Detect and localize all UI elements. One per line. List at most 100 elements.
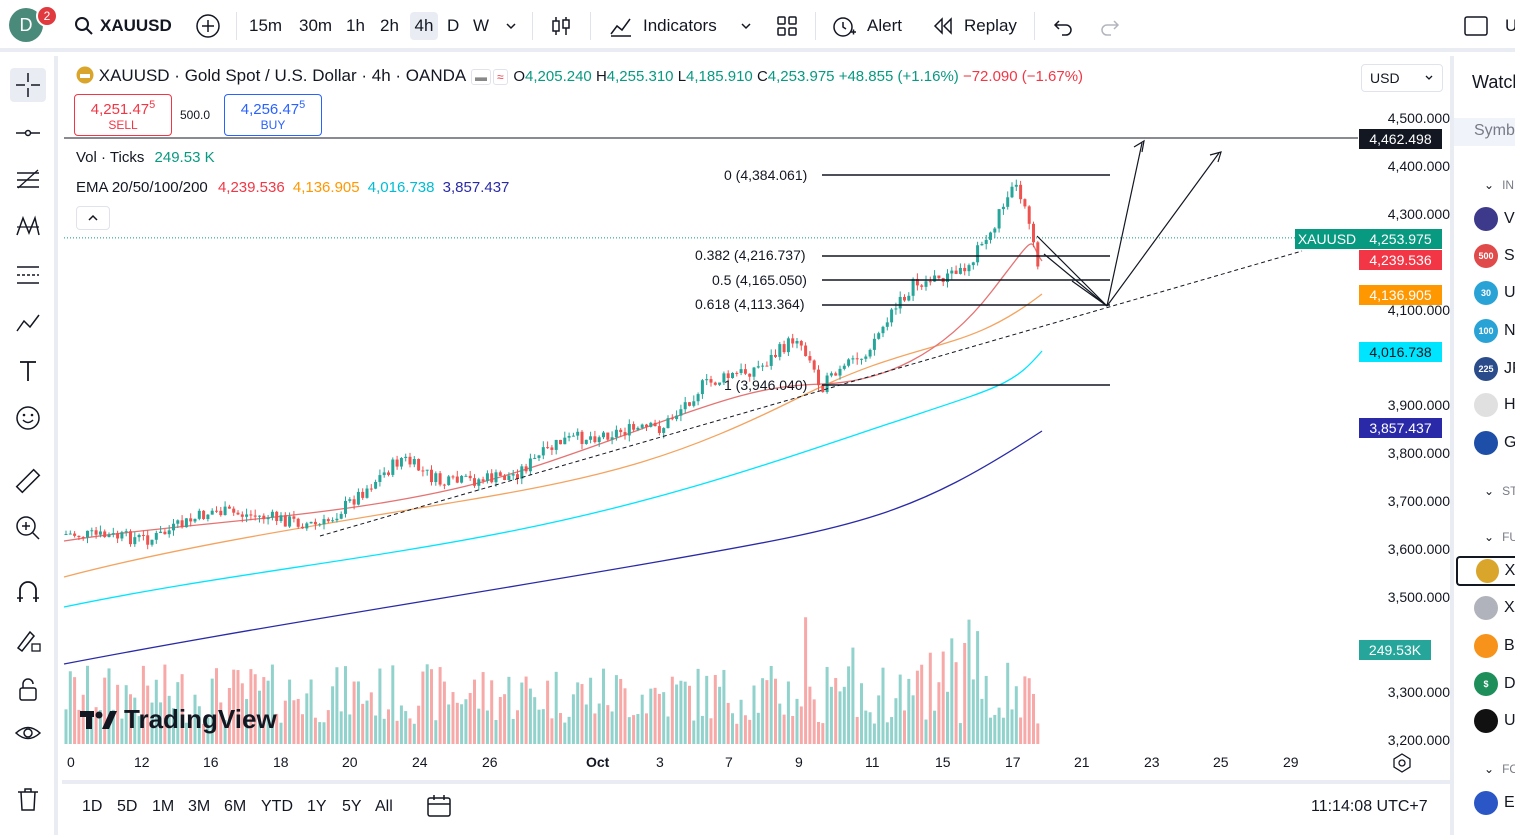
- timeframe-30m[interactable]: 30m: [299, 12, 332, 40]
- indicators-dropdown[interactable]: [739, 12, 753, 40]
- range-5y[interactable]: 5Y: [342, 798, 362, 815]
- measure-tool[interactable]: [10, 464, 46, 498]
- watchlist-item[interactable]: 500 SP: [1474, 241, 1515, 271]
- redo-button[interactable]: [1099, 12, 1121, 40]
- pattern-tool[interactable]: [10, 210, 46, 244]
- alert-button[interactable]: Alert: [831, 12, 902, 40]
- chart-pane[interactable]: XAUUSD · Gold Spot / U.S. Dollar · 4h · …: [62, 56, 1450, 776]
- watchlist-item[interactable]: VI: [1474, 204, 1515, 234]
- volume-legend[interactable]: Vol · Ticks 249.53 K: [76, 149, 215, 166]
- symbol-column-header[interactable]: Symbo: [1474, 122, 1515, 139]
- volume-bar: [94, 707, 98, 744]
- candle-body: [752, 367, 756, 377]
- visibility-toggle[interactable]: ▬: [471, 69, 492, 85]
- watchlist-item[interactable]: BT: [1474, 631, 1515, 661]
- delete-drawings-tool[interactable]: [10, 782, 46, 816]
- watchlist-item[interactable]: US: [1474, 706, 1515, 736]
- symbol-search-button[interactable]: XAUUSD: [74, 12, 172, 40]
- last-price-tag: 4,253.975: [1359, 229, 1442, 249]
- clock[interactable]: 11:14:08 UTC+7: [1311, 798, 1428, 815]
- candle-body: [399, 457, 403, 467]
- fullscreen-button[interactable]: [1463, 12, 1489, 40]
- watchlist-title[interactable]: Watcl: [1472, 72, 1515, 92]
- watchlist-item[interactable]: 225 JP: [1474, 354, 1515, 384]
- range-1y[interactable]: 1Y: [307, 798, 327, 815]
- range-all[interactable]: All: [375, 798, 393, 815]
- range-ytd[interactable]: YTD: [261, 798, 293, 815]
- layouts-button[interactable]: [775, 12, 799, 40]
- chart-type-button[interactable]: [549, 12, 573, 40]
- buy-button[interactable]: 4,256.475 BUY: [224, 94, 322, 136]
- collapse-legend-button[interactable]: [76, 206, 110, 230]
- indicators-button[interactable]: Indicators: [609, 12, 717, 40]
- range-1d[interactable]: 1D: [82, 798, 103, 815]
- watchlist-item[interactable]: $ DX: [1474, 669, 1515, 699]
- volume-bar: [1019, 717, 1023, 744]
- symbol-title[interactable]: XAUUSD · Gold Spot / U.S. Dollar · 4h · …: [98, 66, 466, 85]
- volume-bar: [946, 691, 949, 744]
- volume-bar: [176, 682, 180, 744]
- watchlist-item[interactable]: EU: [1474, 788, 1515, 818]
- magnet-tool[interactable]: [10, 575, 46, 609]
- volume-bar: [920, 664, 924, 744]
- zoom-tool[interactable]: [10, 511, 46, 545]
- emoji-tool[interactable]: [10, 401, 46, 435]
- ema-legend[interactable]: EMA 20/50/100/200 4,239.536 4,136.905 4,…: [76, 179, 509, 196]
- volume-bar: [864, 710, 868, 744]
- volume-bar: [752, 685, 756, 744]
- volume-bar: [309, 679, 313, 744]
- symbol-logo-icon: [1474, 393, 1498, 417]
- volume-bar: [584, 704, 588, 744]
- timeframe-w[interactable]: W: [473, 12, 489, 40]
- user-menu-cut[interactable]: U: [1505, 16, 1515, 35]
- timeframe-dropdown[interactable]: [504, 12, 518, 40]
- range-3m[interactable]: 3M: [188, 798, 211, 815]
- range-1m[interactable]: 1M: [152, 798, 175, 815]
- timeframe-1h[interactable]: 1h: [346, 12, 365, 40]
- axis-settings-button[interactable]: [1392, 753, 1412, 778]
- add-symbol-button[interactable]: [195, 12, 221, 40]
- compare-toggle[interactable]: ≈: [493, 69, 508, 85]
- sell-button[interactable]: 4,251.475 SELL: [74, 94, 172, 136]
- volume-bar: [829, 686, 833, 744]
- volume-bar: [1023, 676, 1027, 744]
- fib-tool[interactable]: [10, 162, 46, 196]
- forecast-tool[interactable]: [10, 258, 46, 292]
- timeframe-d[interactable]: D: [447, 12, 459, 40]
- crosshair-tool[interactable]: [10, 68, 46, 102]
- magnet-icon: [17, 581, 39, 602]
- timeframe-2h[interactable]: 2h: [380, 12, 399, 40]
- candle-body: [64, 533, 68, 535]
- brush-tool[interactable]: [10, 306, 46, 340]
- volume-bar: [610, 711, 614, 744]
- text-tool[interactable]: [10, 354, 46, 388]
- watchlist-item[interactable]: 100 NA: [1474, 316, 1515, 346]
- watchlist-item[interactable]: GE: [1474, 428, 1515, 458]
- watchlist-item[interactable]: XA: [1474, 593, 1515, 623]
- range-5d[interactable]: 5D: [117, 798, 138, 815]
- hide-drawings-tool[interactable]: [10, 716, 46, 750]
- undo-button[interactable]: [1052, 12, 1074, 40]
- candle-body: [68, 533, 72, 535]
- goto-date-button[interactable]: [426, 794, 452, 823]
- lock-all-tool[interactable]: [10, 672, 46, 706]
- projection-path: [1036, 235, 1108, 307]
- currency-select[interactable]: USD: [1361, 64, 1443, 92]
- volume-bar: [971, 679, 975, 744]
- trend-line-tool[interactable]: [10, 116, 46, 150]
- range-6m[interactable]: 6M: [224, 798, 247, 815]
- watchlist-item[interactable]: XA: [1456, 556, 1515, 586]
- timeframe-15m[interactable]: 15m: [249, 12, 282, 40]
- watchlist-symbol: HI: [1504, 396, 1515, 413]
- candle-body: [275, 511, 279, 521]
- candle-body: [537, 455, 541, 458]
- lock-drawing-tool[interactable]: [10, 623, 46, 657]
- chart-canvas[interactable]: [62, 56, 1450, 776]
- watchlist-symbol: JP: [1504, 360, 1515, 377]
- timeframe-4h[interactable]: 4h: [410, 12, 438, 40]
- watchlist-item[interactable]: 30 US: [1474, 278, 1515, 308]
- replay-button[interactable]: Replay: [932, 12, 1017, 40]
- eye-icon: [14, 726, 42, 740]
- toolbar-divider: [815, 12, 816, 40]
- watchlist-item[interactable]: HI: [1474, 390, 1515, 420]
